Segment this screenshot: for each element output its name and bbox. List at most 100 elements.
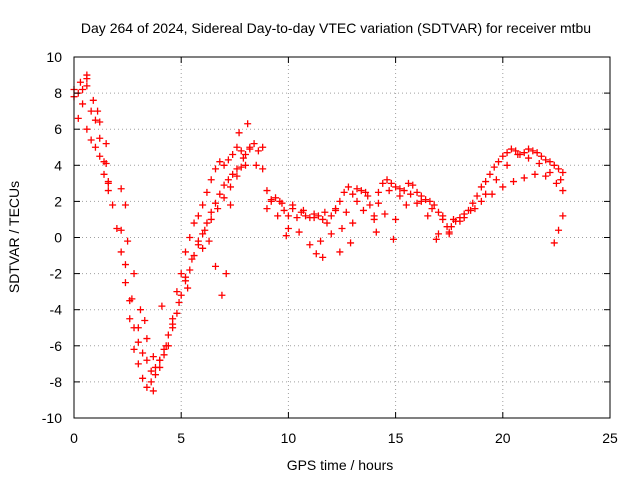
data-point: [327, 230, 335, 238]
data-point: [164, 331, 172, 339]
data-point: [284, 212, 292, 220]
data-point: [535, 159, 543, 167]
x-tick-label: 10: [281, 430, 297, 446]
data-point: [499, 183, 507, 191]
data-point: [323, 219, 331, 227]
data-point: [332, 205, 340, 213]
data-point: [520, 149, 528, 157]
data-point: [117, 226, 125, 234]
data-point: [525, 145, 533, 153]
data-point: [130, 345, 138, 353]
data-point: [96, 134, 104, 142]
data-point: [349, 219, 357, 227]
data-point: [207, 215, 215, 223]
data-point: [555, 165, 563, 173]
data-point: [486, 170, 494, 178]
data-point: [336, 197, 344, 205]
data-point: [321, 208, 329, 216]
data-point: [242, 150, 250, 158]
data-point: [134, 324, 142, 332]
data-point: [274, 212, 282, 220]
data-point: [220, 181, 228, 189]
data-point: [557, 176, 565, 184]
data-point: [117, 185, 125, 193]
data-point: [239, 154, 247, 162]
data-point: [293, 214, 301, 222]
data-point: [87, 136, 95, 144]
data-point: [83, 82, 91, 90]
data-point: [336, 248, 344, 256]
data-point: [156, 356, 164, 364]
data-point: [121, 279, 129, 287]
data-point: [96, 152, 104, 160]
data-point: [212, 165, 220, 173]
data-point: [520, 174, 528, 182]
data-point: [87, 107, 95, 115]
data-point: [550, 161, 558, 169]
data-point: [233, 165, 241, 173]
data-point: [222, 270, 230, 278]
data-point: [158, 302, 166, 310]
data-point: [349, 190, 357, 198]
data-point: [424, 212, 432, 220]
data-point: [203, 188, 211, 196]
data-point: [220, 194, 228, 202]
data-point: [381, 210, 389, 218]
data-point: [113, 224, 121, 232]
y-tick-label: 4: [54, 157, 62, 173]
y-axis-label: SDTVAR / TECUs: [6, 181, 22, 293]
data-point: [229, 150, 237, 158]
data-point: [342, 208, 350, 216]
data-point: [430, 201, 438, 209]
data-point: [218, 291, 226, 299]
x-tick-label: 20: [495, 430, 511, 446]
data-point: [89, 96, 97, 104]
data-point: [374, 199, 382, 207]
data-point: [469, 199, 477, 207]
data-point: [357, 187, 365, 195]
data-point: [503, 149, 511, 157]
axis-ticks: 0 5 10 15 20 25 -10 -8 -6 -4 -2 0 2 4 6 8 10: [42, 49, 618, 446]
data-point: [246, 143, 254, 151]
data-point: [201, 226, 209, 234]
data-point: [366, 201, 374, 209]
data-point: [272, 194, 280, 202]
data-point: [546, 169, 554, 177]
x-tick-label: 25: [602, 430, 618, 446]
data-point: [514, 150, 522, 158]
data-point: [387, 179, 395, 187]
data-point: [477, 197, 485, 205]
data-point: [432, 235, 440, 243]
data-point: [550, 239, 558, 247]
data-point: [162, 342, 170, 350]
data-point: [284, 224, 292, 232]
x-axis-label: GPS time / hours: [287, 457, 394, 473]
data-point: [289, 201, 297, 209]
data-point: [194, 212, 202, 220]
data-point: [340, 188, 348, 196]
data-point: [542, 156, 550, 164]
data-point: [319, 253, 327, 261]
data-point: [100, 170, 108, 178]
data-point: [235, 129, 243, 137]
data-point: [447, 223, 455, 231]
data-point: [362, 188, 370, 196]
data-point: [177, 291, 185, 299]
data-point: [216, 158, 224, 166]
data-point: [364, 192, 372, 200]
y-tick-label: -10: [42, 410, 62, 426]
data-point: [121, 201, 129, 209]
data-point: [205, 237, 213, 245]
data-point: [417, 197, 425, 205]
data-point: [467, 206, 475, 214]
data-point: [186, 266, 194, 274]
data-point: [299, 206, 307, 214]
data-point: [212, 262, 220, 270]
data-point: [109, 201, 117, 209]
data-point: [413, 188, 421, 196]
y-tick-label: -6: [50, 338, 63, 354]
data-point: [314, 212, 322, 220]
data-point: [503, 161, 511, 169]
data-point: [282, 232, 290, 240]
